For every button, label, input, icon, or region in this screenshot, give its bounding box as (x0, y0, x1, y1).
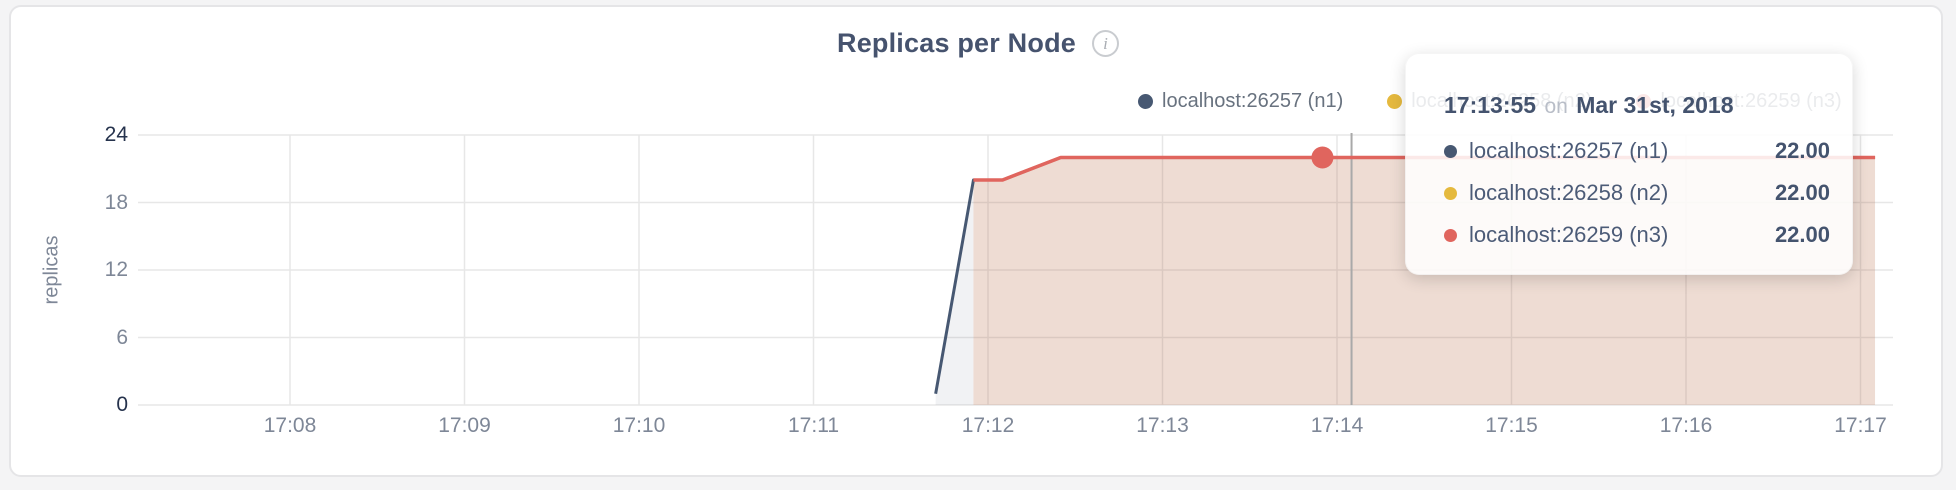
chart-tooltip: 17:13:55 on Mar 31st, 2018 localhost:262… (1405, 53, 1853, 275)
tooltip-dot-n3 (1444, 228, 1457, 242)
tooltip-row-n1: localhost:26257 (n1) 22.00 (1444, 130, 1830, 172)
chart-header: Replicas per Node i (0, 28, 1956, 59)
tooltip-value-n1: 22.00 (1774, 138, 1830, 163)
x-tick-label: 17:12 (961, 414, 1015, 437)
x-tick-label: 17:17 (1834, 414, 1887, 437)
tooltip-value-n2: 22.00 (1774, 180, 1830, 205)
tooltip-date: Mar 31st, 2018 (1576, 92, 1734, 118)
x-tick-label: 17:11 (788, 414, 839, 437)
tooltip-label-n1: localhost:26257 (n1) (1469, 138, 1669, 163)
legend-dot-n2 (1387, 94, 1403, 109)
tooltip-row-n3: localhost:26259 (n3) 22.00 (1444, 214, 1830, 256)
x-tick-label: 17:14 (1310, 414, 1364, 437)
x-tick-label: 17:10 (612, 414, 666, 437)
tooltip-row-n2: localhost:26258 (n2) 22.00 (1444, 172, 1830, 214)
tooltip-value-n3: 22.00 (1774, 222, 1830, 247)
tooltip-connector: on (1544, 95, 1568, 118)
tooltip-dot-n2 (1444, 186, 1457, 200)
y-tick-label: 0 (116, 393, 128, 416)
x-tick-label: 17:13 (1136, 414, 1189, 437)
y-tick-label: 6 (116, 325, 128, 349)
x-tick-label: 17:08 (263, 414, 317, 437)
x-tick-label: 17:15 (1485, 414, 1538, 437)
tooltip-label-n3: localhost:26259 (n3) (1469, 222, 1669, 247)
legend-label-n1: localhost:26257 (n1) (1162, 90, 1344, 112)
chart-title: Replicas per Node (837, 28, 1076, 58)
info-icon[interactable]: i (1091, 30, 1119, 57)
tooltip-dot-n1 (1444, 144, 1457, 158)
legend-item-n1[interactable]: localhost:26257 (n1) (1138, 90, 1343, 113)
x-tick-label: 17:09 (438, 414, 491, 437)
y-tick-label: 12 (104, 258, 128, 281)
tooltip-header: 17:13:55 on Mar 31st, 2018 (1444, 90, 1830, 122)
x-tick-label: 17:16 (1659, 414, 1713, 437)
tooltip-label-n2: localhost:26258 (n2) (1469, 180, 1669, 205)
y-tick-label: 24 (104, 123, 128, 146)
legend-dot-n1 (1138, 94, 1153, 109)
tooltip-time: 17:13:55 (1444, 92, 1537, 118)
y-tick-label: 18 (104, 190, 128, 214)
